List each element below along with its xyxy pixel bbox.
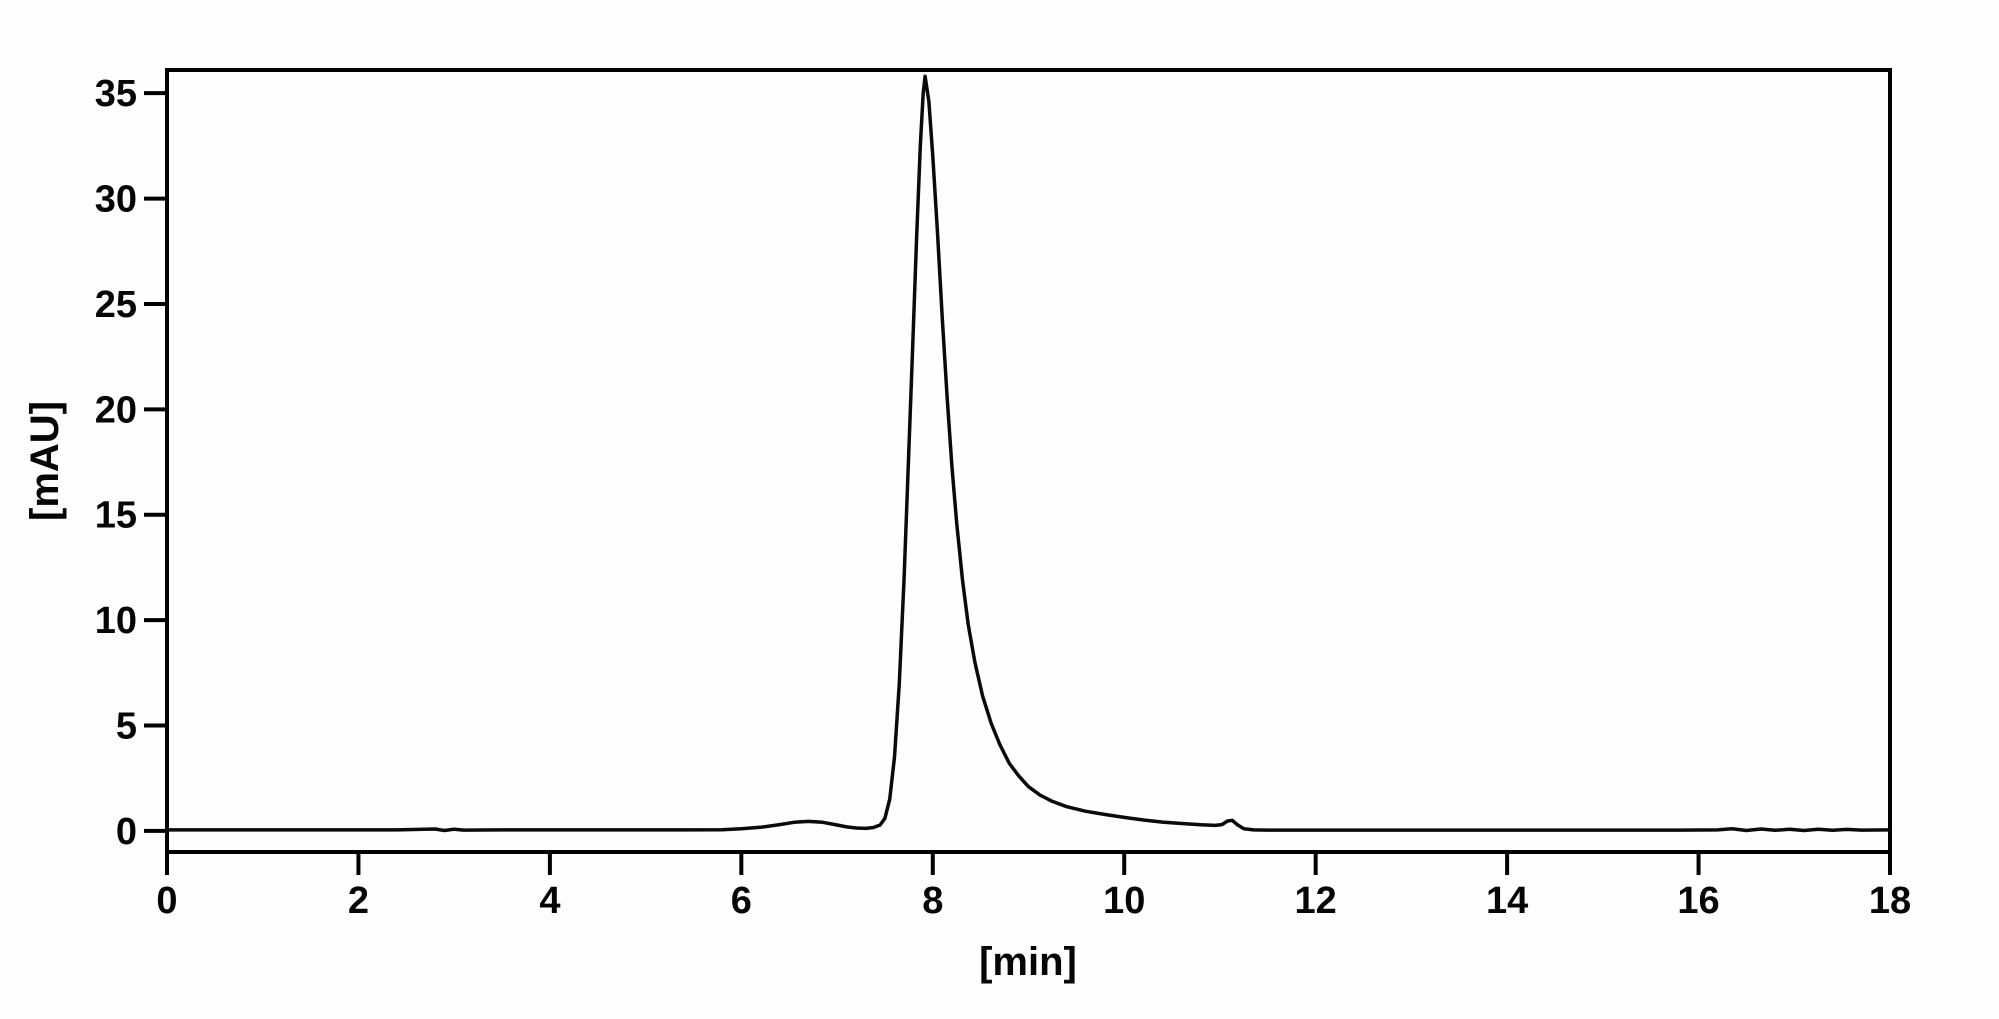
y-tick-label: 25 (95, 284, 137, 326)
y-tick-label: 35 (95, 73, 137, 115)
y-axis-title: [mAU] (23, 401, 67, 521)
plot-frame (165, 68, 1892, 854)
x-tick-label: 6 (731, 880, 752, 922)
x-tick-label: 18 (1869, 880, 1911, 922)
signal-trace (165, 74, 1892, 833)
y-axis-ticks: 0 5 10 15 20 25 30 35 (95, 73, 167, 853)
y-tick-label: 15 (95, 495, 137, 537)
x-tick-label: 2 (348, 880, 369, 922)
x-axis-title: [min] (979, 940, 1077, 984)
x-tick-label: 14 (1486, 880, 1528, 922)
y-tick-label: 10 (95, 600, 137, 642)
y-tick-label: 0 (116, 811, 137, 853)
x-tick-label: 0 (156, 880, 177, 922)
y-tick-label: 5 (116, 706, 137, 748)
x-tick-label: 10 (1103, 880, 1145, 922)
x-tick-label: 8 (922, 880, 943, 922)
x-axis-ticks: 0 2 4 6 8 10 12 14 16 18 (156, 852, 1911, 922)
y-tick-label: 30 (95, 179, 137, 221)
x-tick-label: 12 (1295, 880, 1337, 922)
y-tick-label: 20 (95, 389, 137, 431)
x-tick-label: 16 (1677, 880, 1719, 922)
x-tick-label: 4 (539, 880, 560, 922)
